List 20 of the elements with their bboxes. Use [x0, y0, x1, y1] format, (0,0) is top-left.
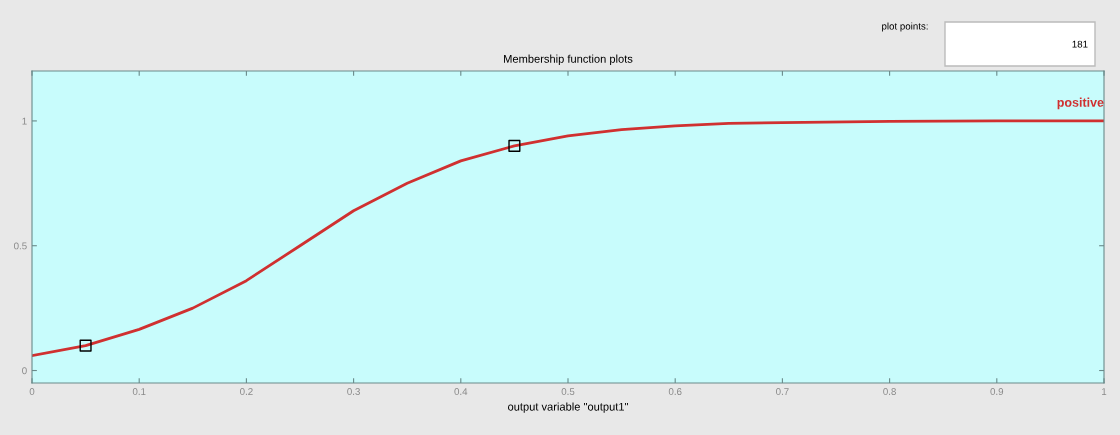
- x-tick-label: 1: [1102, 388, 1107, 395]
- text: 181: [1072, 40, 1088, 48]
- x-axis-title: output variable "output1": [508, 402, 628, 413]
- x-tick-label: 0.6: [668, 388, 682, 395]
- x-tick-label: 0.9: [990, 388, 1004, 395]
- x-tick-label: 0.3: [347, 388, 360, 395]
- series-label: positive: [1057, 97, 1104, 110]
- y-tick-label: 0.5: [14, 242, 27, 250]
- x-tick-label: 0.1: [132, 388, 146, 395]
- x-tick-label: 0.2: [240, 388, 253, 395]
- line-series: [32, 119, 1104, 357]
- chart-title: Membership function plots: [504, 54, 633, 65]
- x-tick-label: 0.4: [454, 388, 468, 395]
- x-tick-label: 0: [29, 388, 35, 395]
- y-tick-label: 1: [22, 117, 27, 125]
- text: plot points:: [882, 22, 928, 32]
- x-tick-label: 0.8: [883, 388, 896, 395]
- x-tick-label: 0.7: [776, 388, 789, 395]
- y-tick-label: 0: [22, 367, 27, 375]
- x-tick-label: 0.5: [561, 388, 575, 395]
